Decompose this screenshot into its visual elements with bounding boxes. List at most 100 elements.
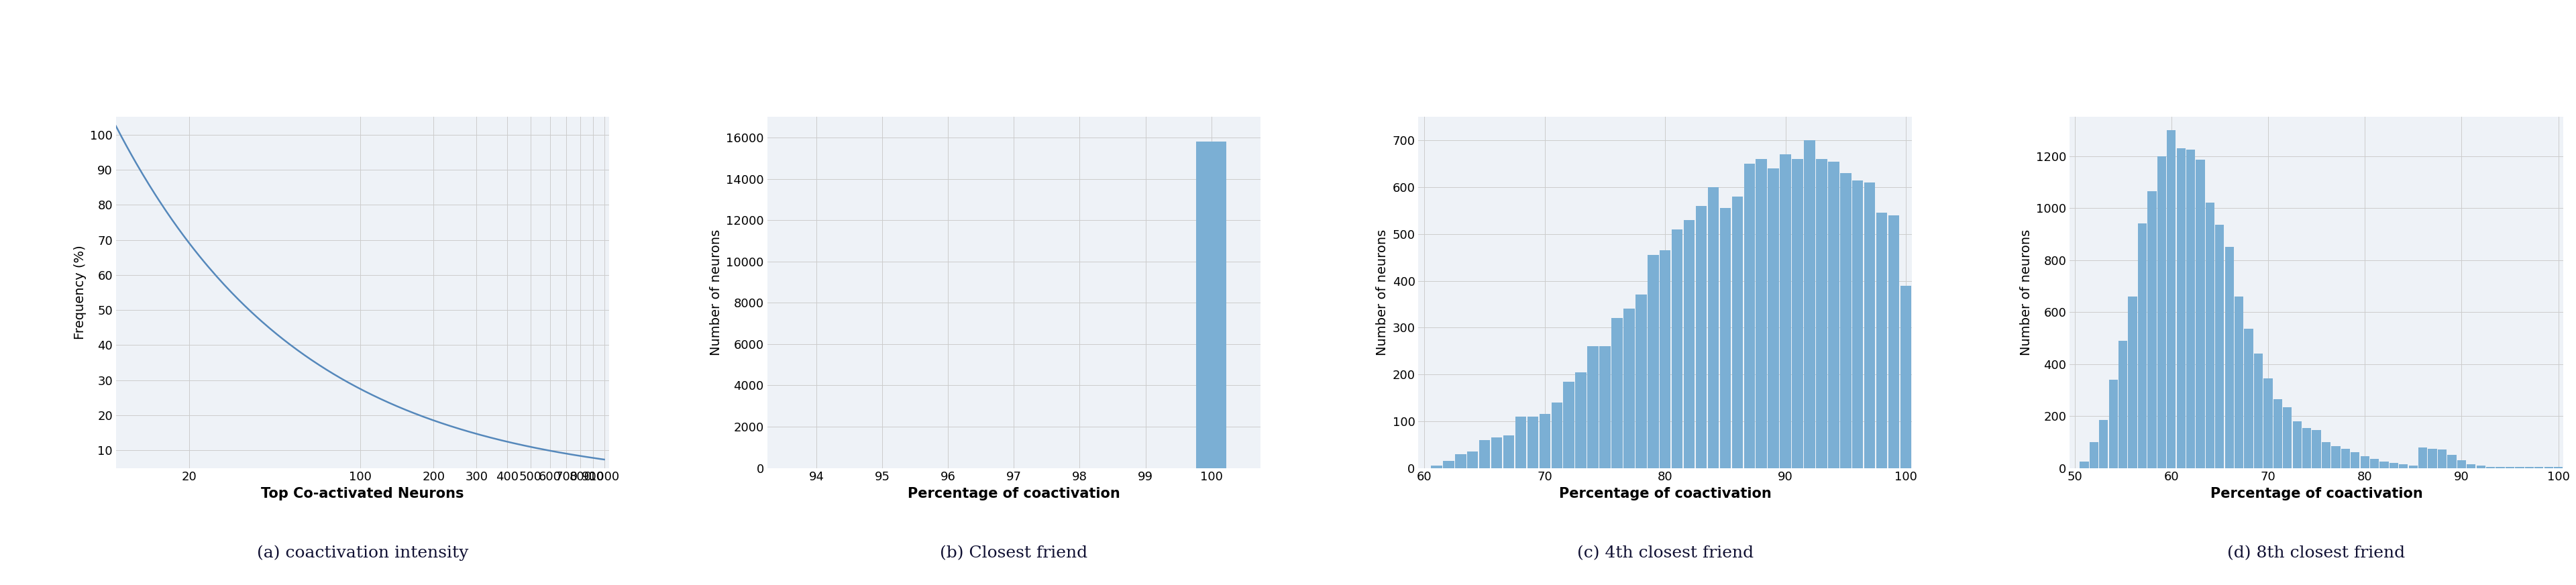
Bar [2128,297,2138,468]
Bar [2331,446,2339,468]
Bar [2496,467,2504,468]
Bar [2447,455,2458,468]
Bar [2215,225,2223,468]
Bar [1443,461,1453,468]
Y-axis label: Number of neurons: Number of neurons [2020,229,2032,356]
Bar [1577,372,1587,468]
Bar [1515,417,1528,468]
Bar [1888,215,1899,468]
Bar [2156,156,2166,468]
X-axis label: Percentage of coactivation: Percentage of coactivation [1558,487,1772,501]
Bar [1816,159,1826,468]
Bar [1744,164,1754,468]
Bar [1636,295,1646,468]
Bar [2535,467,2543,468]
Bar [1455,454,1466,468]
Bar [1875,213,1888,468]
Bar [2303,428,2311,468]
Text: (a) coactivation intensity: (a) coactivation intensity [258,545,469,561]
X-axis label: Percentage of coactivation: Percentage of coactivation [2210,487,2421,501]
Bar [2360,456,2370,468]
Bar [1468,452,1479,468]
Bar [1540,414,1551,468]
X-axis label: Percentage of coactivation: Percentage of coactivation [907,487,1121,501]
Bar [2458,460,2465,468]
Bar [2514,467,2524,468]
Bar [1793,159,1803,468]
Bar [1195,142,1226,468]
Bar [2187,150,2195,468]
Bar [1865,183,1875,468]
Bar [2486,467,2496,468]
Bar [1685,220,1695,468]
Bar [1587,346,1600,468]
Bar [2177,148,2184,468]
Bar [2166,130,2177,468]
Bar [2321,442,2331,468]
Bar [1695,206,1708,468]
Bar [2419,447,2427,468]
Bar [2352,452,2360,468]
Y-axis label: Number of neurons: Number of neurons [708,229,721,356]
Bar [1659,250,1672,468]
Bar [2195,160,2205,468]
Bar [2398,464,2409,468]
Bar [2272,399,2282,468]
Bar [2437,450,2447,468]
Bar [1780,154,1790,468]
Bar [1803,140,1816,468]
Bar [1551,402,1564,468]
Bar [2244,329,2254,468]
Bar [2233,297,2244,468]
Bar [2313,431,2321,468]
Bar [1672,229,1682,468]
Bar [2226,247,2233,468]
Bar [1504,435,1515,468]
Bar [2264,378,2272,468]
Bar [1564,381,1574,468]
X-axis label: Top Co-activated Neurons: Top Co-activated Neurons [260,487,464,501]
Bar [1479,440,1489,468]
Bar [1767,168,1780,468]
Bar [2370,459,2378,468]
Bar [2468,464,2476,468]
Bar [1432,466,1443,468]
Bar [2282,407,2293,468]
Bar [1829,161,1839,468]
Y-axis label: Number of neurons: Number of neurons [1376,229,1388,356]
Bar [1852,180,1862,468]
Bar [2293,421,2300,468]
Bar [1649,255,1659,468]
Bar [2391,463,2398,468]
Bar [2138,223,2146,468]
Bar [2148,191,2156,468]
Text: (b) Closest friend: (b) Closest friend [940,545,1087,560]
Text: (d) 8th closest friend: (d) 8th closest friend [2228,545,2406,560]
Bar [1901,285,1911,468]
Bar [2205,203,2215,468]
Bar [2342,449,2349,468]
Bar [1708,187,1718,468]
Bar [1492,438,1502,468]
Bar [1839,173,1852,468]
Text: (c) 4th closest friend: (c) 4th closest friend [1577,545,1754,560]
Bar [2409,466,2419,468]
Bar [2506,467,2514,468]
Bar [1721,208,1731,468]
Bar [2545,467,2553,468]
Bar [1600,346,1610,468]
Bar [1757,159,1767,468]
Bar [1731,197,1744,468]
Y-axis label: Frequency (%): Frequency (%) [75,245,85,340]
Bar [2380,462,2388,468]
Bar [2429,449,2437,468]
Bar [1528,417,1538,468]
Bar [2553,467,2563,468]
Bar [2110,380,2117,468]
Bar [2117,340,2128,468]
Bar [2099,420,2107,468]
Bar [2089,442,2099,468]
Bar [2079,462,2089,468]
Bar [1613,318,1623,468]
Bar [2524,467,2535,468]
